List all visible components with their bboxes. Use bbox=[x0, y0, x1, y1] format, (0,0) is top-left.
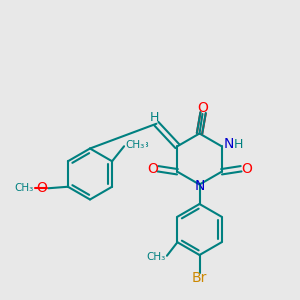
Text: CH₃: CH₃ bbox=[126, 140, 145, 150]
Text: O: O bbox=[241, 162, 252, 176]
Text: CH₃: CH₃ bbox=[146, 252, 165, 262]
Text: H: H bbox=[233, 138, 243, 151]
Text: N: N bbox=[224, 137, 234, 151]
Text: N: N bbox=[194, 179, 205, 193]
Text: Br: Br bbox=[192, 272, 207, 285]
Text: H: H bbox=[149, 111, 159, 124]
Text: O: O bbox=[198, 101, 208, 115]
Text: CH₃: CH₃ bbox=[128, 139, 149, 149]
Text: CH₃: CH₃ bbox=[14, 183, 33, 193]
Text: O: O bbox=[147, 162, 158, 176]
Text: O: O bbox=[36, 181, 47, 195]
